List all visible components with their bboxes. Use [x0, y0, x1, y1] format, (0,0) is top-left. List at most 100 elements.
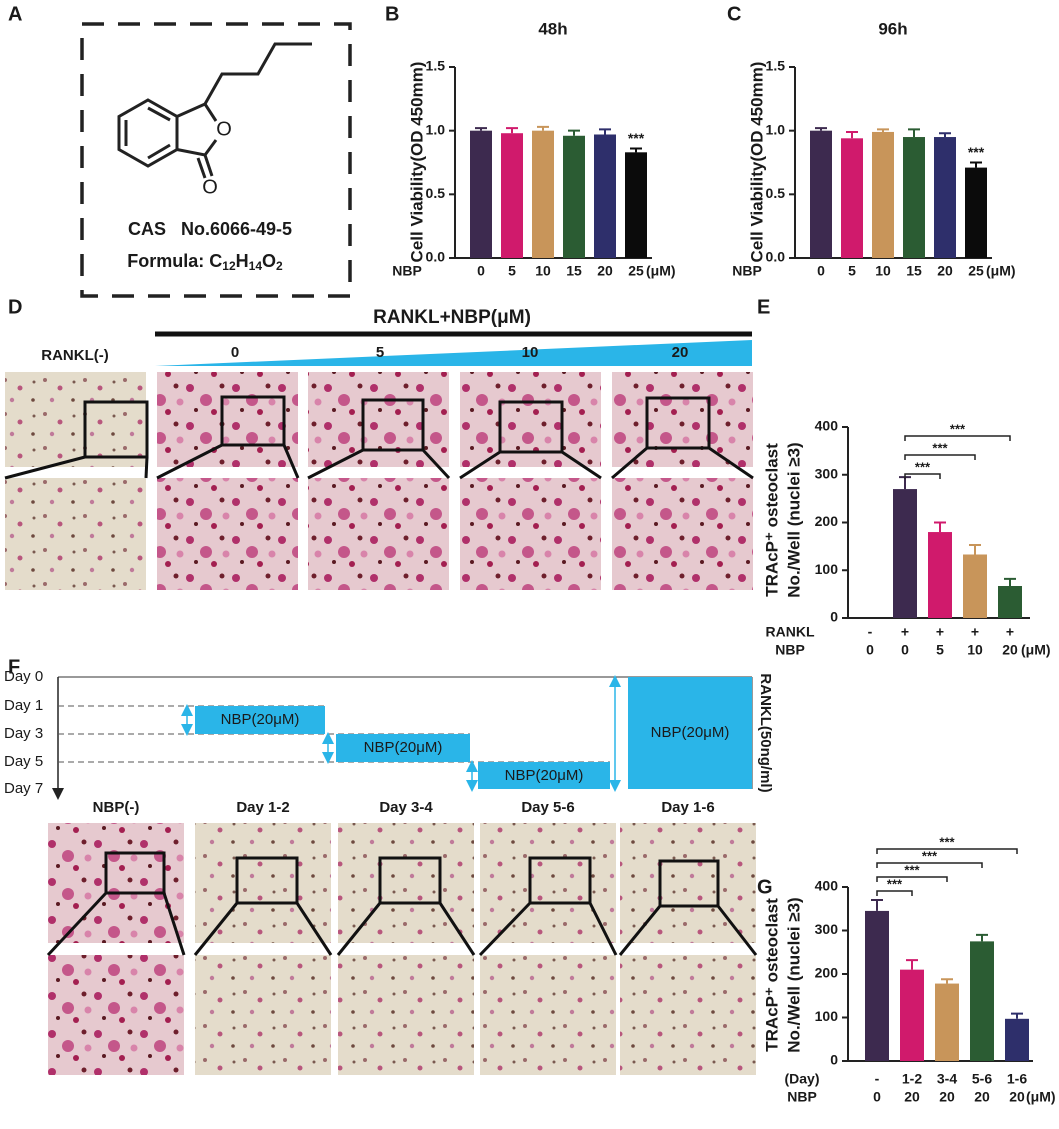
zoom-line	[156, 443, 223, 480]
inset-box	[645, 396, 711, 450]
y-tick-label: 0	[830, 1052, 838, 1068]
formula-part: Formula: C	[127, 251, 222, 271]
micrograph-zoom	[157, 478, 298, 590]
x-tick-label: 15	[906, 263, 922, 279]
panel-letter: E	[757, 296, 770, 318]
significance: ***	[628, 130, 645, 146]
dose-label: 20	[672, 344, 689, 361]
y-tick-label: 0.5	[426, 185, 446, 201]
bar	[928, 532, 952, 618]
formula-sub: 14	[249, 259, 263, 273]
treatment-label: NBP(20μM)	[364, 739, 443, 756]
bracket	[904, 454, 976, 460]
x-tick-label: -	[875, 1071, 880, 1087]
row-name: NBP	[787, 1089, 817, 1105]
formula: Formula: C12H14O2	[127, 251, 283, 273]
x-tick-label: 20	[974, 1089, 990, 1105]
error-bar	[568, 129, 580, 136]
inset-box	[83, 400, 149, 459]
inset-box	[104, 851, 166, 895]
micrograph-zoom	[620, 955, 756, 1075]
bar	[965, 167, 987, 258]
micrograph-zoom	[308, 478, 449, 590]
y-axis-label: No./Well (nuclei ≥3)	[784, 442, 803, 597]
error-bar	[906, 959, 918, 970]
atom-label: O	[202, 176, 218, 198]
error-bar	[941, 978, 953, 984]
day-label: Day 3	[4, 725, 43, 742]
y-tick-label: 0.0	[426, 249, 446, 265]
group-label: Day 1-6	[661, 799, 714, 816]
formula-part: H	[236, 251, 249, 271]
zoom-line	[708, 446, 754, 480]
micrograph	[612, 372, 753, 467]
error-bar	[537, 125, 549, 131]
panel-letter: F	[8, 656, 20, 678]
error-bar	[908, 128, 920, 138]
zoom-line	[459, 450, 501, 480]
bar	[903, 137, 925, 258]
bar	[470, 130, 492, 258]
x-tick-label: 5	[848, 263, 856, 279]
zoom-line	[307, 448, 364, 480]
y-tick-label: 200	[815, 965, 839, 981]
x-unit: (μM)	[646, 263, 676, 279]
error-bar	[1011, 1012, 1023, 1019]
x-tick-label: 20	[1002, 642, 1018, 658]
y-tick-label: 0.5	[766, 185, 786, 201]
zoom-line	[282, 444, 300, 479]
treatment-label: NBP(20μM)	[651, 724, 730, 741]
d-header: RANKL+NBP(μM)	[373, 307, 531, 328]
inset-box	[658, 859, 720, 908]
bar	[970, 941, 994, 1061]
x-tick-label: 10	[875, 263, 891, 279]
inset-box	[220, 395, 286, 447]
x-unit: (μM)	[1021, 642, 1051, 658]
y-tick-label: 400	[815, 878, 839, 894]
timeline	[52, 675, 753, 800]
y-tick-label: 1.5	[426, 58, 446, 74]
micrograph-zoom	[338, 955, 474, 1075]
micrograph-zoom	[195, 955, 331, 1075]
day-label: Day 0	[4, 668, 43, 685]
y-tick-label: 300	[815, 921, 839, 937]
error-bar	[506, 127, 518, 134]
inset-box	[361, 398, 425, 452]
bar	[594, 134, 616, 258]
x-tick-label: 10	[535, 263, 551, 279]
zoom-line	[4, 455, 86, 480]
micrograph-zoom	[460, 478, 601, 590]
x-tick-label: 3-4	[937, 1071, 957, 1087]
group-label: Day 5-6	[521, 799, 574, 816]
row-name: (Day)	[784, 1071, 819, 1087]
error-bar	[939, 132, 951, 138]
x-tick-label: 0	[866, 642, 874, 658]
bar	[893, 489, 917, 618]
x-tick-label: 15	[566, 263, 582, 279]
micrograph	[157, 372, 298, 467]
zoom-line	[611, 446, 648, 480]
error-bar	[970, 161, 982, 168]
y-tick-label: 100	[815, 561, 839, 577]
error-bar	[1004, 577, 1016, 587]
y-axis-label: Cell Viability(OD 450mm)	[747, 62, 766, 263]
error-bar	[475, 127, 487, 131]
y-tick-label: 300	[815, 465, 839, 481]
x-tick-label: 1-2	[902, 1071, 922, 1087]
zoom-line	[561, 450, 602, 480]
formula-sub: 12	[222, 259, 236, 273]
bracket	[904, 435, 1011, 441]
y-tick-label: 0	[830, 609, 838, 625]
y-axis-label: No./Well (nuclei ≥3)	[784, 897, 803, 1052]
x-tick-label: 5	[508, 263, 516, 279]
y-tick-label: 100	[815, 1008, 839, 1024]
inset-box	[528, 856, 592, 905]
x-unit: (μM)	[1026, 1089, 1056, 1105]
bracket-label: ***	[939, 834, 955, 849]
dose-label: 0	[231, 344, 239, 361]
x-tick-label: +	[1006, 624, 1014, 640]
error-bar	[934, 521, 946, 533]
bar	[998, 586, 1022, 618]
formula-part: O	[262, 251, 276, 271]
